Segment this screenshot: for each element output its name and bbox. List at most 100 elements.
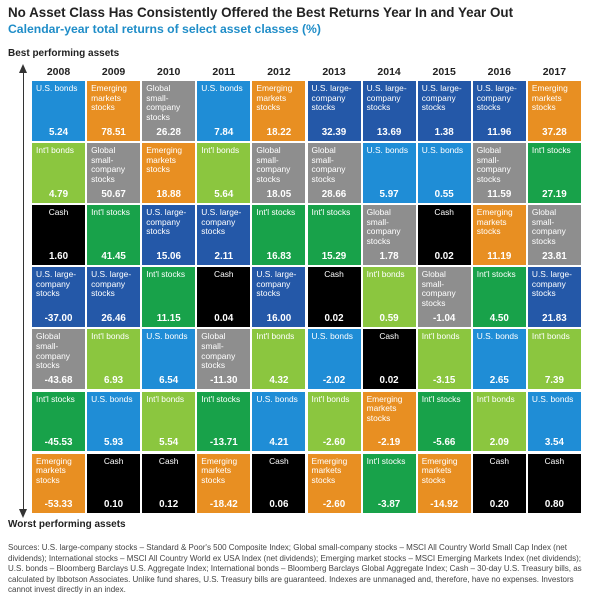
return-value: 5.64 — [214, 188, 234, 200]
asset-class-label: U.S. bonds — [91, 393, 133, 404]
year-label-2014: 2014 — [377, 66, 401, 78]
return-value: 0.80 — [544, 499, 564, 511]
return-value: 5.97 — [379, 188, 399, 200]
return-cell-2017-rank-6: U.S. bonds 3.54 — [527, 391, 581, 451]
return-value: 37.28 — [542, 126, 567, 138]
asset-class-label: Cash — [489, 455, 510, 466]
return-value: 4.79 — [48, 188, 69, 200]
return-cell-2012-rank-5: Int'l bonds 4.32 — [252, 329, 306, 389]
return-value: 0.20 — [489, 499, 509, 511]
chart-subtitle: Calendar-year total returns of select as… — [8, 22, 321, 36]
asset-class-label: U.S. bonds — [201, 83, 243, 93]
return-cell-2008-rank-4: U.S. large-company stocks -37.00 — [32, 267, 85, 327]
return-value: 13.69 — [376, 126, 402, 138]
return-cell-2014-rank-6: Emerging markets stocks -2.19 — [362, 391, 416, 451]
return-value: 5.93 — [104, 437, 124, 448]
return-cell-2011-rank-2: Int'l bonds 5.64 — [197, 143, 251, 203]
return-value: 18.22 — [266, 126, 292, 138]
asset-class-label: Global small-company stocks — [201, 331, 236, 371]
asset-class-label: Global small-company stocks — [146, 83, 181, 122]
asset-class-label: Emerging markets stocks — [256, 83, 293, 113]
return-cell-2010-rank-6: Int'l bonds 5.54 — [142, 391, 196, 451]
return-cell-2015-rank-5: Int'l bonds -3.15 — [417, 329, 471, 389]
return-value: -5.66 — [433, 437, 456, 448]
return-value: 7.84 — [214, 126, 234, 138]
return-value: 4.21 — [269, 437, 289, 448]
return-cell-2015-rank-2: U.S. bonds 0.55 — [417, 143, 471, 203]
asset-class-label: Int'l bonds — [36, 145, 74, 156]
asset-class-label: U.S. large-company stocks — [311, 83, 352, 113]
asset-class-label: Emerging markets stocks — [311, 455, 348, 485]
return-value: 11.59 — [487, 188, 512, 200]
return-cell-2008-rank-5: Global small-company stocks -43.68 — [32, 329, 85, 389]
asset-class-label: U.S. bonds — [146, 331, 188, 342]
asset-class-label: U.S. large-company stocks — [256, 269, 297, 299]
return-value: -2.02 — [322, 374, 346, 386]
return-value: 23.81 — [542, 250, 567, 262]
return-cell-2010-rank-3: U.S. large-company stocks 15.06 — [142, 205, 196, 265]
asset-class-label: Int'l bonds — [201, 145, 240, 156]
asset-class-label: U.S. large-company stocks — [201, 207, 242, 237]
asset-class-label: Global small-company stocks — [91, 145, 126, 184]
return-cell-2014-rank-5: Cash 0.02 — [362, 329, 416, 389]
return-cell-2010-rank-5: U.S. bonds 6.54 — [142, 329, 196, 389]
arrow-down-icon — [19, 509, 27, 518]
year-label-2009: 2009 — [101, 66, 126, 78]
return-cell-2013-rank-3: Int'l stocks 15.29 — [307, 205, 361, 265]
return-cell-2016-rank-5: U.S. bonds 2.65 — [472, 329, 526, 389]
return-cell-2015-rank-4: Global small-company stocks -1.04 — [417, 267, 471, 327]
return-value: 0.04 — [214, 312, 234, 324]
return-cell-2016-rank-2: Global small-company stocks 11.59 — [472, 143, 526, 203]
asset-class-label: Emerging markets stocks — [146, 145, 183, 175]
asset-class-label: Emerging markets stocks — [36, 455, 72, 485]
return-value: -45.53 — [44, 437, 73, 448]
return-cell-2015-rank-1: U.S. large-company stocks 1.38 — [417, 81, 471, 141]
return-cell-2011-rank-7: Emerging markets stocks -18.42 — [197, 453, 251, 514]
year-label-2015: 2015 — [432, 66, 456, 78]
asset-class-label: Int'l bonds — [421, 331, 460, 342]
return-value: 5.24 — [48, 126, 69, 138]
return-value: 11.96 — [487, 126, 512, 138]
return-value: 0.55 — [434, 188, 454, 200]
return-value: -11.30 — [210, 374, 238, 386]
asset-class-label: U.S. bonds — [256, 393, 298, 404]
asset-class-label: Emerging markets stocks — [421, 455, 458, 485]
return-value: 2.09 — [489, 437, 509, 448]
return-cell-2012-rank-2: Global small-company stocks 18.05 — [252, 143, 306, 203]
return-cell-2013-rank-6: Int'l bonds -2.60 — [307, 391, 361, 451]
asset-class-label: Int'l bonds — [531, 331, 570, 342]
sources-note: Sources: U.S. large-company stocks – Sta… — [8, 543, 582, 595]
asset-class-label: Int'l bonds — [146, 393, 185, 404]
performance-axis — [18, 64, 29, 518]
return-cell-2016-rank-1: U.S. large-company stocks 11.96 — [472, 81, 526, 141]
return-value: 4.32 — [269, 374, 289, 386]
return-cell-2014-rank-3: Global small-company stocks 1.78 — [362, 205, 416, 265]
asset-class-label: Int'l stocks — [421, 393, 461, 404]
asset-class-label: Int'l bonds — [91, 331, 130, 342]
return-value: 28.66 — [321, 188, 347, 200]
return-cell-2010-rank-7: Cash 0.12 — [142, 453, 196, 514]
year-label-2013: 2013 — [322, 66, 346, 78]
return-cell-2014-rank-1: U.S. large-company stocks 13.69 — [362, 81, 416, 141]
returns-grid: U.S. bonds 5.24 Int'l bonds 4.79 Cash 1.60 U.S… — [32, 81, 586, 515]
return-value: 0.12 — [159, 499, 179, 511]
asset-class-label: U.S. bonds — [531, 393, 574, 404]
asset-class-label: Int'l stocks — [146, 269, 186, 280]
asset-class-label: U.S. bonds — [476, 331, 519, 342]
return-value: 1.60 — [48, 250, 69, 262]
asset-class-label: U.S. large-company stocks — [366, 83, 407, 113]
return-cell-2017-rank-7: Cash 0.80 — [527, 453, 581, 514]
return-value: -1.04 — [433, 312, 456, 324]
return-value: 11.15 — [156, 312, 181, 324]
return-cell-2008-rank-2: Int'l bonds 4.79 — [32, 143, 85, 203]
return-cell-2017-rank-2: Int'l stocks 27.19 — [527, 143, 581, 203]
asset-class-label: U.S. large-company stocks — [36, 269, 77, 299]
asset-class-label: Cash — [324, 269, 344, 280]
return-cell-2011-rank-3: U.S. large-company stocks 2.11 — [197, 205, 251, 265]
return-cell-2017-rank-3: Global small-company stocks 23.81 — [527, 205, 581, 265]
return-value: 16.00 — [266, 312, 292, 324]
asset-class-label: Cash — [544, 455, 565, 466]
return-cell-2013-rank-4: Cash 0.02 — [307, 267, 361, 327]
return-value: -3.15 — [433, 374, 456, 386]
asset-class-label: U.S. large-company stocks — [476, 83, 517, 113]
